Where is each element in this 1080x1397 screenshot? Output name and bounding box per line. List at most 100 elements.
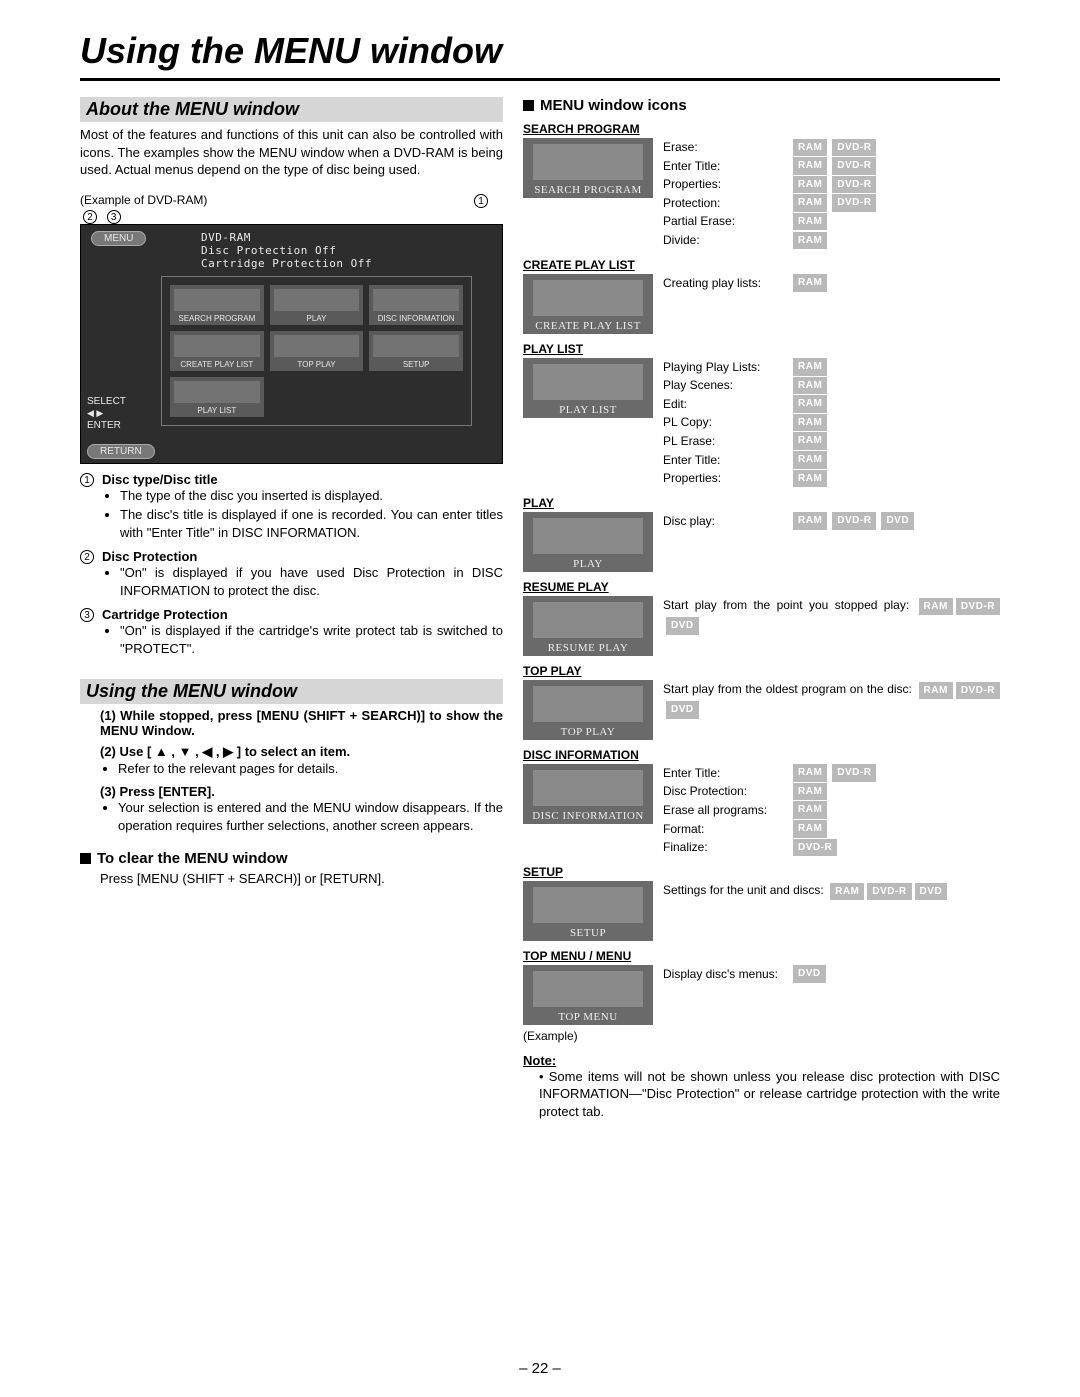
screenshot-cell [270, 377, 364, 417]
icon-details: Creating play lists:RAM [663, 274, 1000, 334]
icon-block-title: PLAY [523, 496, 1000, 510]
menu-icon-thumb: SEARCH PROGRAM [523, 138, 653, 198]
numbered-list: 1Disc type/Disc titleThe type of the dis… [80, 472, 503, 658]
disc-badge: RAM [793, 157, 827, 175]
screenshot-cell: TOP PLAY [270, 331, 364, 371]
icon-details: Disc play:RAMDVD-RDVD [663, 512, 1000, 572]
about-body: Most of the features and functions of th… [80, 126, 503, 179]
example-label: (Example of DVD-RAM) [80, 193, 207, 207]
disc-badge: RAM [793, 783, 827, 801]
disc-badge: DVD-R [832, 512, 876, 530]
disc-badge: RAM [793, 820, 827, 838]
icons-header: MENU window icons [523, 97, 1000, 114]
menu-screenshot: MENU DVD-RAM Disc Protection Off Cartrid… [80, 224, 503, 464]
icon-block-title: SEARCH PROGRAM [523, 122, 1000, 136]
screenshot-cell: SEARCH PROGRAM [170, 285, 264, 325]
disc-badge: DVD [881, 512, 914, 530]
disc-badge: DVD [915, 883, 948, 901]
step-list: (1) While stopped, press [MENU (SHIFT + … [80, 708, 503, 834]
note-header: Note: [523, 1053, 1000, 1068]
icon-after-label: (Example) [523, 1029, 1000, 1043]
right-column: MENU window icons SEARCH PROGRAM SEARCH P… [523, 97, 1000, 1120]
menu-icon-thumb: PLAY LIST [523, 358, 653, 418]
icon-row: DISC INFORMATIONEnter Title:RAMDVD-RDisc… [523, 764, 1000, 857]
icon-row: CREATE PLAY LISTCreating play lists:RAM [523, 274, 1000, 334]
icon-blocks: SEARCH PROGRAMSEARCH PROGRAMErase:RAMDVD… [523, 122, 1000, 1043]
note-body: • Some items will not be shown unless yo… [523, 1068, 1000, 1121]
callout-item: 2Disc Protection"On" is displayed if you… [102, 549, 503, 599]
icon-block-title: RESUME PLAY [523, 580, 1000, 594]
step-item: (3) Press [ENTER].Your selection is ente… [100, 784, 503, 834]
disc-badge: DVD-R [956, 598, 1000, 616]
disc-badge: DVD [666, 701, 699, 719]
disc-badge: RAM [793, 451, 827, 469]
disc-badge: DVD [666, 617, 699, 635]
step-item: (2) Use [ ▲ , ▼ , ◀ , ▶ ] to select an i… [100, 744, 503, 778]
disc-badge: DVD-R [832, 139, 876, 157]
icon-row: PLAY LISTPlaying Play Lists:RAMPlay Scen… [523, 358, 1000, 488]
menu-pill: MENU [91, 231, 146, 246]
menu-icon-thumb: TOP MENU [523, 965, 653, 1025]
about-header: About the MENU window [80, 97, 503, 122]
icon-block-title: TOP MENU / MENU [523, 949, 1000, 963]
callout-2: 2 [83, 210, 97, 224]
disc-badge: RAM [793, 764, 827, 782]
icon-block-title: DISC INFORMATION [523, 748, 1000, 762]
menu-icon-thumb: RESUME PLAY [523, 596, 653, 656]
disc-badge: DVD [793, 965, 826, 983]
square-bullet-icon [80, 853, 91, 864]
disc-badge: DVD-R [867, 883, 911, 901]
columns: About the MENU window Most of the featur… [80, 97, 1000, 1120]
icon-details: Start play from the point you stopped pl… [663, 596, 1000, 656]
left-column: About the MENU window Most of the featur… [80, 97, 503, 1120]
disc-badge: DVD-R [956, 682, 1000, 700]
disc-badge: RAM [793, 377, 827, 395]
clear-body: Press [MENU (SHIFT + SEARCH)] or [RETURN… [80, 871, 503, 886]
callout-item: 3Cartridge Protection"On" is displayed i… [102, 607, 503, 657]
menu-icon-thumb: TOP PLAY [523, 680, 653, 740]
disc-badge: RAM [793, 213, 827, 231]
icon-block-title: SETUP [523, 865, 1000, 879]
icon-block-title: CREATE PLAY LIST [523, 258, 1000, 272]
disc-badge: RAM [793, 395, 827, 413]
icon-block-title: TOP PLAY [523, 664, 1000, 678]
disc-badge: RAM [919, 598, 953, 616]
screenshot-cell [369, 377, 463, 417]
disc-badge: RAM [793, 414, 827, 432]
screenshot-cell: PLAY LIST [170, 377, 264, 417]
title-row: Using the MENU window [80, 30, 1000, 81]
disc-badge: RAM [793, 139, 827, 157]
page-number: – 22 – [0, 1360, 1080, 1377]
menu-icon-thumb: CREATE PLAY LIST [523, 274, 653, 334]
disc-badge: RAM [793, 176, 827, 194]
disc-badge: DVD-R [832, 764, 876, 782]
disc-badge: RAM [919, 682, 953, 700]
screenshot-cell: CREATE PLAY LIST [170, 331, 264, 371]
icon-details: Playing Play Lists:RAMPlay Scenes:RAMEdi… [663, 358, 1000, 488]
icon-row: TOP PLAYStart play from the oldest progr… [523, 680, 1000, 740]
disc-badge: DVD-R [832, 157, 876, 175]
disc-badge: DVD-R [832, 176, 876, 194]
callout-item: 1Disc type/Disc titleThe type of the dis… [102, 472, 503, 542]
icon-row: RESUME PLAYStart play from the point you… [523, 596, 1000, 656]
icon-details: Settings for the unit and discs: RAMDVD-… [663, 881, 1000, 941]
step-item: (1) While stopped, press [MENU (SHIFT + … [100, 708, 503, 738]
screenshot-cell: DISC INFORMATION [369, 285, 463, 325]
return-pill: RETURN [87, 444, 155, 459]
disc-badge: RAM [793, 470, 827, 488]
using-header: Using the MENU window [80, 679, 503, 704]
disc-badge: RAM [793, 274, 827, 292]
square-bullet-icon [523, 100, 534, 111]
screenshot-nav: SELECT ◀ ▶ ENTER [87, 395, 126, 433]
icon-details: Display disc's menus:DVD [663, 965, 1000, 1025]
page-title: Using the MENU window [80, 30, 1000, 72]
callout-1: 1 [474, 194, 488, 208]
disc-badge: DVD-R [793, 839, 837, 857]
screenshot-cell: SETUP [369, 331, 463, 371]
icon-details: Start play from the oldest program on th… [663, 680, 1000, 740]
icon-row: PLAYDisc play:RAMDVD-RDVD [523, 512, 1000, 572]
icon-block-title: PLAY LIST [523, 342, 1000, 356]
icon-row: SEARCH PROGRAMErase:RAMDVD-REnter Title:… [523, 138, 1000, 250]
disc-badge: RAM [793, 358, 827, 376]
disc-badge: RAM [793, 512, 827, 530]
